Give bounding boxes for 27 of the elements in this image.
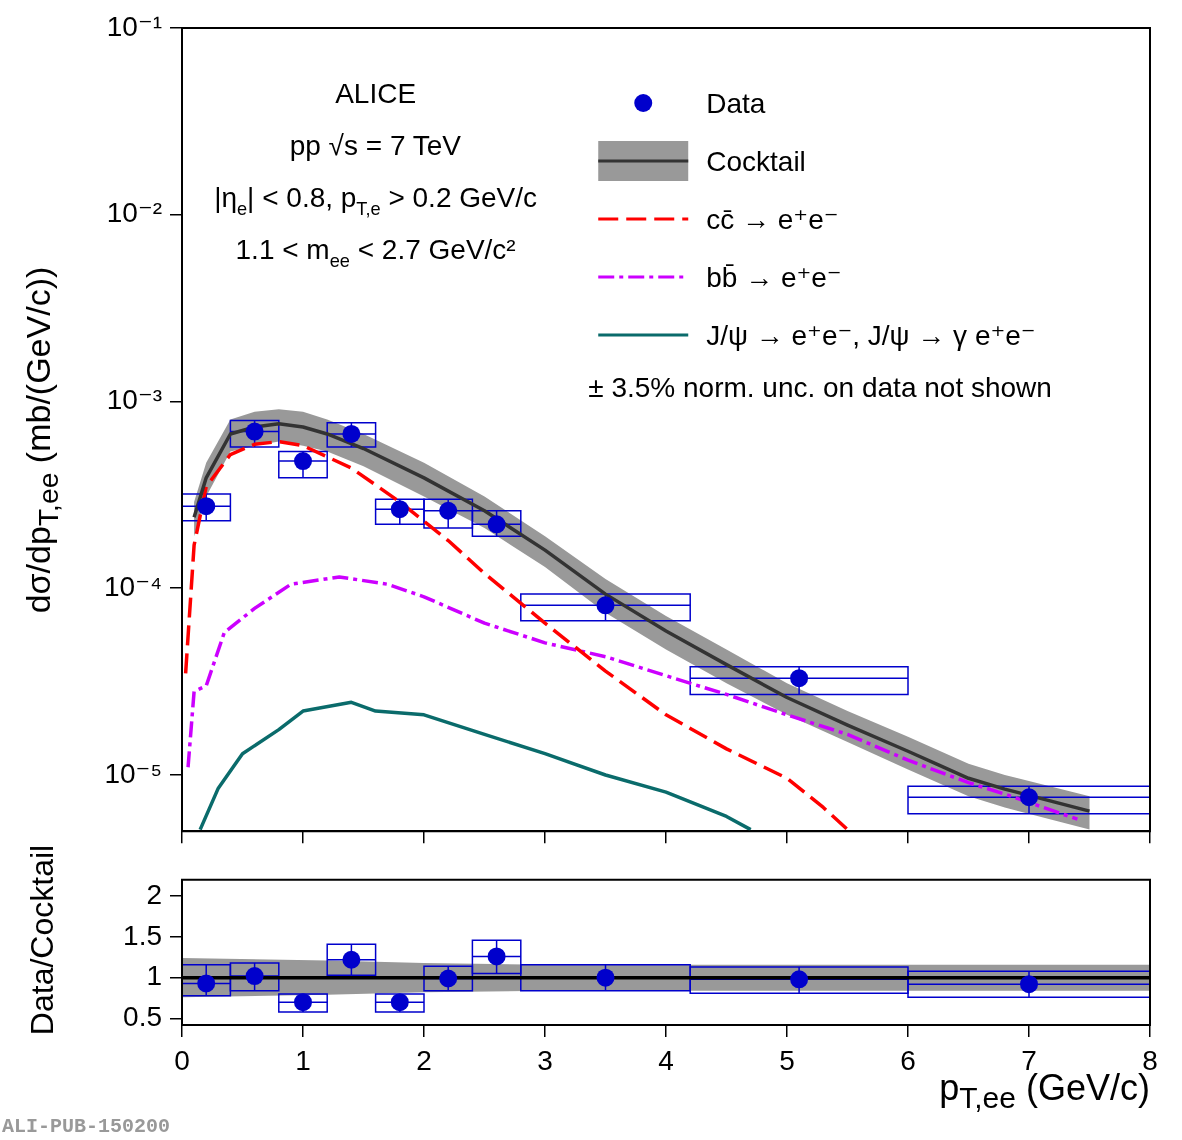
legend-label: bb̄ → e⁺e⁻ [706, 262, 842, 293]
x-tick-label: 6 [900, 1044, 916, 1076]
annotation: ± 3.5% norm. unc. on data not shown [588, 372, 1052, 403]
legend-label: Data [706, 88, 766, 119]
y-tick-label: 10⁻⁵ [104, 757, 162, 789]
y-tick-label: 1.5 [123, 919, 162, 951]
x-tick-label: 3 [537, 1044, 553, 1076]
x-tick-label: 5 [779, 1044, 795, 1076]
y-tick-label: 10⁻⁴ [104, 570, 162, 602]
annotation: ALICE [335, 78, 417, 109]
annotation: pp √s = 7 TeV [289, 130, 462, 161]
x-tick-label: 1 [295, 1044, 311, 1076]
legend-label: J/ψ → e⁺e⁻, J/ψ → γ e⁺e⁻ [706, 320, 1036, 351]
text: ALI-PUB-150200 [2, 1115, 171, 1138]
x-tick-label: 2 [416, 1044, 432, 1076]
x-tick-label: 8 [1142, 1044, 1158, 1076]
legend-label: Cocktail [706, 146, 806, 177]
y-axis-title: Data/Cocktail [23, 844, 61, 1036]
x-tick-label: 0 [174, 1044, 190, 1076]
y-tick-label: 10⁻² [106, 197, 162, 229]
y-tick-label: 0.5 [123, 1001, 162, 1033]
legend-label: cc̄ → e⁺e⁻ [706, 204, 839, 235]
y-tick-label: 1 [146, 960, 162, 992]
x-tick-label: 4 [658, 1044, 674, 1076]
y-tick-label: 10⁻³ [106, 384, 162, 416]
y-tick-label: 2 [146, 878, 162, 910]
y-tick-label: 10⁻¹ [106, 10, 162, 42]
